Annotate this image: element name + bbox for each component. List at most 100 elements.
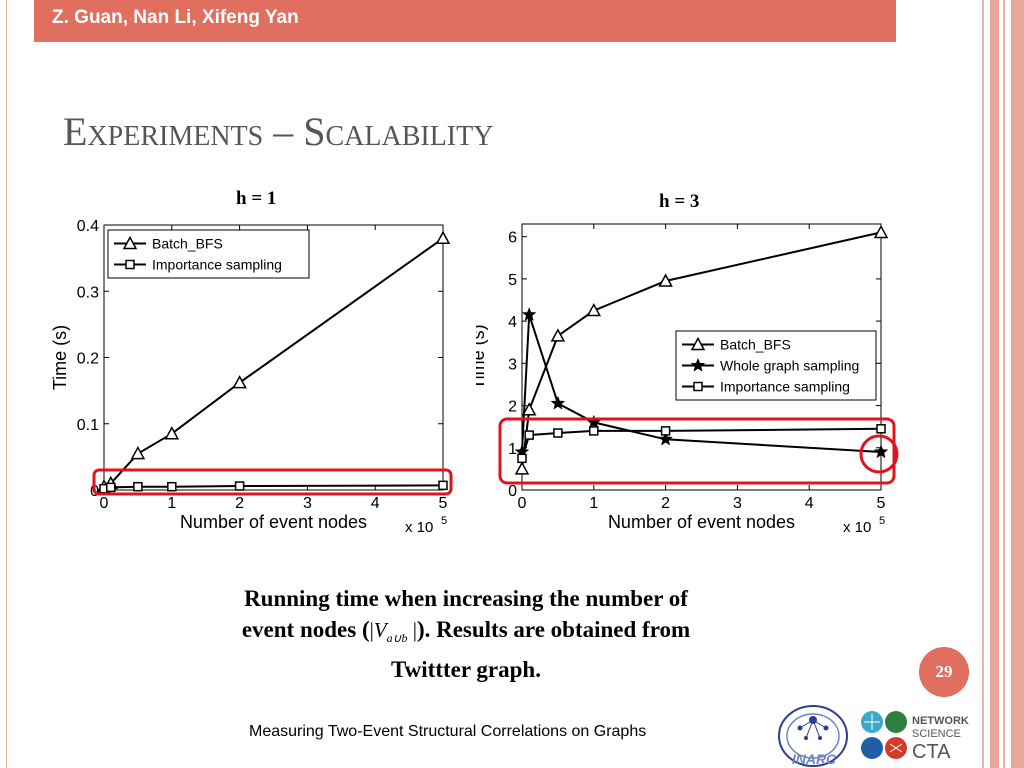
decor-bar-1	[982, 0, 984, 768]
chart2-series-3-point	[589, 426, 599, 436]
chart2-series-3-point	[660, 426, 671, 436]
chart1-series-1-point	[232, 375, 247, 389]
ns-cta-logo-icon	[861, 711, 907, 759]
footer-text: Measuring Two-Event Structural Correlati…	[249, 723, 647, 740]
chart2-series-3-point	[876, 424, 886, 434]
chart2-xtick-label: 0	[518, 495, 527, 512]
chart1-series-1-point	[435, 230, 451, 244]
math-close: |	[407, 618, 417, 642]
highlight-box-h3	[498, 417, 896, 485]
chart1-legend-box	[107, 229, 310, 279]
chart1-legend-marker	[125, 259, 135, 270]
chart2-series-1-point	[873, 224, 889, 239]
chart2-xtick-label: 3	[733, 495, 742, 512]
chart1-xlabel: Number of event nodes	[180, 512, 367, 532]
inarc-logo: INARC	[778, 705, 848, 767]
highlight-box-h1	[92, 468, 453, 496]
chart2-ylabel: Time (s)	[476, 324, 488, 389]
caption-math: |Va∪b |	[369, 618, 417, 646]
decor-bar-3	[1003, 0, 1005, 768]
chart1-ytick-label: 0.4	[77, 218, 99, 235]
chart2-series-2-point	[658, 431, 673, 446]
page-number-badge: 29	[919, 647, 969, 697]
chart1-xtick-label: 0	[100, 495, 109, 512]
chart1-x-exponent: 5	[441, 515, 447, 527]
figure-caption: Running time when increasing the number …	[150, 583, 782, 685]
chart1-series-1-point	[130, 445, 146, 460]
chart2-x-exponent: 5	[879, 515, 885, 527]
chart1-series-2-point	[167, 481, 177, 492]
chart2-legend-marker	[690, 357, 706, 372]
chart1-xtick-label: 2	[235, 495, 244, 512]
chart-title-h1: h = 1	[236, 188, 277, 209]
chart1-ytick-label: 0.3	[77, 284, 99, 301]
chart2-series-2-point	[550, 395, 566, 410]
chart1-series-2-point	[133, 481, 143, 492]
header-bar: Z. Guan, Nan Li, Xifeng Yan	[34, 0, 896, 42]
chart2-series-3-point	[517, 453, 527, 464]
chart2-legend-label: Whole graph sampling	[720, 358, 859, 374]
inarc-logo-icon	[778, 705, 848, 767]
chart1-series-1-point	[164, 426, 180, 440]
math-var: V	[373, 618, 387, 642]
chart2-xtick-label: 4	[805, 495, 814, 512]
chart-title-h3: h = 3	[659, 191, 700, 212]
chart1-xtick-label: 4	[371, 495, 380, 512]
chart2-xlabel: Number of event nodes	[608, 512, 795, 532]
chart2-ytick-label: 4	[508, 314, 517, 331]
network-science-cta-logo: NETWORK SCIENCE CTA	[861, 711, 969, 763]
caption-line2-after: ). Results are obtained from	[416, 617, 691, 642]
chart2-legend-marker	[690, 336, 706, 351]
chart2-series-2-point	[521, 307, 537, 321]
chart2-series-3-point	[553, 428, 563, 438]
chart1-ylabel: Time (s)	[50, 325, 70, 390]
chart2-x-multiplier: x 10	[843, 519, 871, 536]
chart1-legend-marker	[122, 235, 138, 250]
slide-title: Experiments – Scalability	[63, 109, 494, 154]
math-open: |	[369, 618, 374, 642]
chart1-xtick-label: 5	[439, 495, 448, 512]
chart-h3: 0 1 2 3 4 5 0 1 2 3 4 5 6 Number of event nodes Time (…	[476, 223, 899, 536]
ns-line3: CTA	[912, 741, 951, 763]
chart2-legend-label: Importance sampling	[720, 379, 850, 395]
chart2-series-2-point	[873, 444, 889, 459]
chart2-series-1-point	[521, 402, 537, 416]
chart2-series-1-point	[658, 273, 673, 287]
chart2-xtick-label: 5	[877, 495, 886, 512]
chart2-series-1-point	[550, 328, 566, 342]
chart2-xtick-label: 2	[661, 495, 670, 512]
caption-line2-before: event nodes (	[241, 617, 370, 642]
chart1-legend-label: Importance sampling	[152, 257, 282, 273]
highlight-circle-h3	[859, 434, 899, 474]
caption-line3: Twittter graph.	[391, 657, 541, 683]
chart1-ytick-label: 0.1	[77, 417, 99, 434]
decor-bar-2	[990, 0, 999, 768]
chart2-ytick-label: 6	[508, 230, 517, 247]
chart1-legend-label: Batch_BFS	[152, 236, 223, 252]
decor-bar-4	[1011, 0, 1024, 768]
chart1-series-2-point	[438, 480, 448, 491]
chart1-ytick-label: 0.2	[77, 351, 99, 368]
chart2-ytick-label: 2	[508, 399, 517, 416]
chart1-series-2-point	[106, 482, 116, 493]
math-sub: a∪b	[386, 631, 408, 646]
chart2-series-line-2	[521, 314, 882, 453]
chart2-series-3-point	[524, 430, 534, 440]
chart2-legend-label: Batch_BFS	[720, 337, 791, 353]
header-authors: Z. Guan, Nan Li, Xifeng Yan	[52, 7, 299, 28]
chart2-ytick-label: 3	[508, 356, 517, 373]
chart2-ytick-label: 5	[508, 272, 517, 289]
chart1-series-2-point	[234, 481, 245, 491]
chart1-xtick-label: 1	[167, 495, 176, 512]
chart2-legend-marker	[693, 381, 703, 392]
inarc-logo-text: INARC	[792, 751, 837, 767]
chart1-xtick-label: 3	[303, 495, 312, 512]
caption-line1: Running time when increasing the number …	[244, 586, 688, 611]
chart2-xtick-label: 1	[589, 495, 598, 512]
chart2-ytick-label: 1	[508, 441, 517, 458]
ns-line1: NETWORK	[912, 715, 969, 727]
chart2-ytick-label: 0	[508, 483, 517, 500]
chart1-x-multiplier: x 10	[405, 519, 433, 536]
chart2-series-1-point	[586, 302, 602, 317]
